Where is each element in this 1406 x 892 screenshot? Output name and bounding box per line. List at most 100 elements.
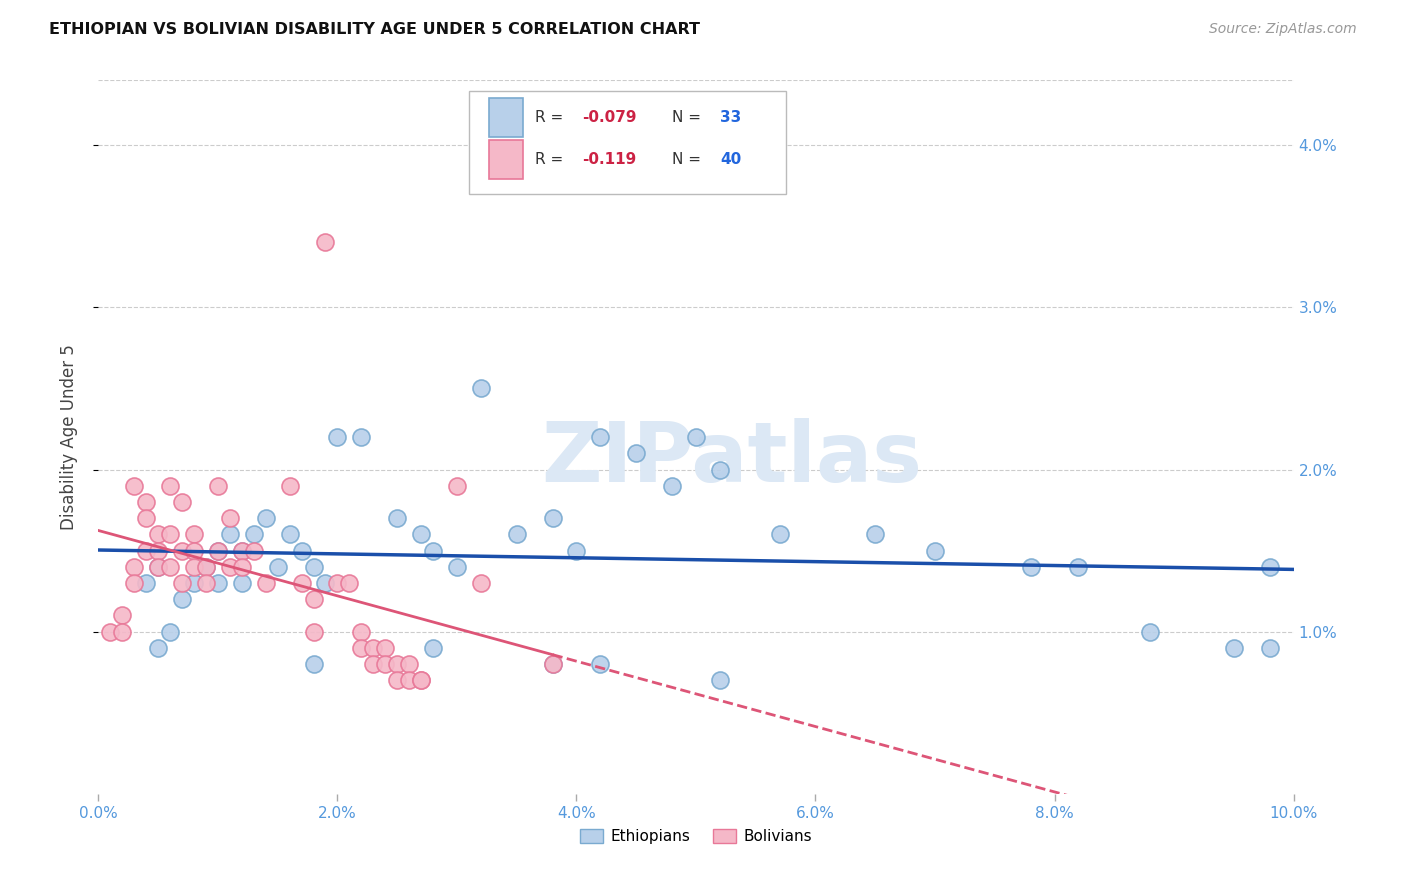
Point (172, 592, 194, 607)
Text: R =: R = (534, 153, 572, 167)
Point (363, 657, 385, 672)
Point (124, 559, 146, 574)
Point (98, 624, 122, 639)
Text: R =: R = (534, 110, 568, 125)
Point (506, 527, 529, 541)
Point (291, 576, 314, 591)
Point (446, 479, 468, 493)
Point (278, 479, 301, 493)
Point (924, 543, 946, 558)
FancyBboxPatch shape (489, 140, 523, 179)
Point (339, 576, 361, 591)
Point (195, 559, 218, 574)
Point (183, 527, 205, 541)
Point (183, 576, 205, 591)
Point (302, 657, 325, 672)
Point (148, 559, 170, 574)
Point (243, 543, 266, 558)
Point (446, 559, 468, 574)
Point (291, 543, 314, 558)
Point (865, 527, 887, 541)
Point (470, 576, 492, 591)
Text: N =: N = (672, 110, 706, 125)
Point (302, 592, 325, 607)
Point (709, 462, 731, 476)
Point (111, 608, 134, 623)
Point (661, 479, 683, 493)
Point (207, 543, 229, 558)
Point (326, 576, 349, 591)
Text: -0.119: -0.119 (582, 153, 637, 167)
Point (219, 527, 242, 541)
Text: 40: 40 (720, 153, 741, 167)
Point (769, 527, 792, 541)
Point (148, 527, 170, 541)
Point (159, 479, 181, 493)
Point (350, 430, 373, 444)
Point (1223, 640, 1246, 655)
Point (207, 543, 229, 558)
Point (422, 543, 444, 558)
Point (1139, 624, 1161, 639)
Point (685, 430, 707, 444)
Point (589, 657, 612, 672)
Point (1019, 559, 1042, 574)
Text: -0.079: -0.079 (582, 110, 637, 125)
Point (148, 559, 170, 574)
Point (470, 381, 492, 395)
Point (1067, 559, 1090, 574)
Point (1258, 640, 1281, 655)
Point (231, 576, 253, 591)
Point (135, 576, 157, 591)
Point (219, 559, 242, 574)
Point (626, 446, 648, 460)
Point (315, 576, 337, 591)
Point (159, 624, 181, 639)
Point (363, 640, 385, 655)
Point (231, 543, 253, 558)
Text: ZIPatlas: ZIPatlas (541, 418, 922, 499)
Point (709, 673, 731, 688)
Point (124, 576, 146, 591)
Point (385, 657, 409, 672)
Point (124, 479, 146, 493)
Point (231, 559, 253, 574)
Point (135, 495, 157, 509)
Text: 33: 33 (720, 110, 741, 125)
Point (315, 235, 337, 250)
Point (159, 527, 181, 541)
Point (1258, 559, 1281, 574)
Text: ETHIOPIAN VS BOLIVIAN DISABILITY AGE UNDER 5 CORRELATION CHART: ETHIOPIAN VS BOLIVIAN DISABILITY AGE UND… (49, 22, 700, 37)
Point (278, 527, 301, 541)
Point (148, 640, 170, 655)
Point (183, 543, 205, 558)
Point (159, 559, 181, 574)
Point (195, 559, 218, 574)
Point (254, 576, 277, 591)
Point (565, 543, 588, 558)
Point (243, 527, 266, 541)
Point (350, 624, 373, 639)
FancyBboxPatch shape (489, 98, 523, 137)
Point (302, 624, 325, 639)
Point (219, 511, 242, 525)
Point (135, 511, 157, 525)
FancyBboxPatch shape (470, 91, 786, 194)
Point (411, 673, 433, 688)
Point (374, 657, 396, 672)
Point (541, 657, 564, 672)
Point (385, 673, 409, 688)
Point (207, 576, 229, 591)
Point (350, 640, 373, 655)
Point (111, 624, 134, 639)
Point (541, 657, 564, 672)
Text: Source: ZipAtlas.com: Source: ZipAtlas.com (1209, 22, 1357, 37)
Point (183, 559, 205, 574)
Text: N =: N = (672, 153, 706, 167)
Point (172, 576, 194, 591)
Legend: Ethiopians, Bolivians: Ethiopians, Bolivians (574, 823, 818, 850)
Point (398, 657, 420, 672)
Point (267, 559, 290, 574)
Point (195, 576, 218, 591)
Point (411, 527, 433, 541)
